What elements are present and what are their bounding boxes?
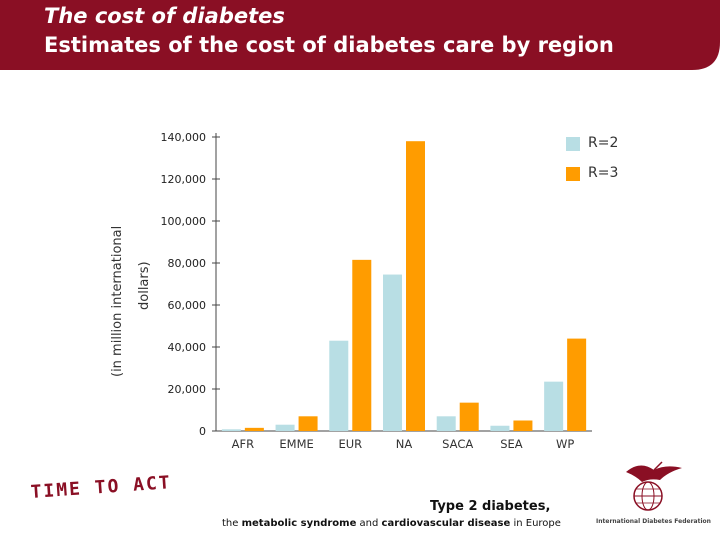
legend-label-r3: R=3 [588,165,619,181]
bar-r2-eur [329,340,349,431]
footer-book-title: Type 2 diabetes, [430,499,551,514]
legend-swatch-r2 [566,137,580,151]
page-title: The cost of diabetes [44,4,285,28]
y-tick-label: 0 [199,425,206,438]
banner-shape [0,0,720,70]
y-tick-label: 60,000 [168,299,207,312]
bar-r3-saca [459,402,479,431]
bar-r3-na [406,141,425,431]
x-tick-label: SEA [500,437,523,451]
bar-r2-emme [275,424,295,431]
x-tick-label: WP [556,437,574,451]
footer-subtitle-part: cardiovascular disease [381,518,511,529]
bar-r3-emme [298,416,318,431]
footer-subtitle-part: metabolic syndrome [241,518,357,529]
page-subtitle: Estimates of the cost of diabetes care b… [44,33,614,57]
legend-label-r2: R=2 [588,135,619,151]
bar-r2-na [383,274,402,431]
idf-logo-text: International Diabetes Federation [596,518,711,525]
y-tick-label: 80,000 [168,257,207,270]
bar-r2-afr [221,429,241,431]
y-tick-label: 40,000 [168,341,207,354]
y-tick-label: 140,000 [161,131,207,144]
y-tick-label: 20,000 [168,383,207,396]
bar-r2-saca [436,416,456,431]
x-tick-label: NA [396,437,413,451]
bar-r3-eur [352,259,372,431]
footer-subtitle-part: the [222,518,242,529]
bar-r3-afr [244,427,264,431]
x-tick-label: EMME [279,437,313,451]
y-tick-label: 100,000 [161,215,207,228]
footer-subtitle: the metabolic syndrome and cardiovascula… [222,518,561,529]
footer-subtitle-part: and [356,518,382,529]
x-tick-label: SACA [442,437,473,451]
bar-r3-wp [567,338,587,431]
bar-r2-wp [544,381,564,431]
header-banner: The cost of diabetes Estimates of the co… [0,0,720,70]
bar-r2-sea [490,425,510,431]
idf-logo-mark-icon [626,461,682,511]
x-tick-label: AFR [232,437,254,451]
idf-logo: International Diabetes Federation [596,458,711,532]
footer-subtitle-part: in Europe [510,518,561,529]
x-tick-label: EUR [338,437,362,451]
bar-r3-sea [513,420,533,431]
legend-swatch-r3 [566,167,580,181]
y-tick-label: 120,000 [161,173,207,186]
